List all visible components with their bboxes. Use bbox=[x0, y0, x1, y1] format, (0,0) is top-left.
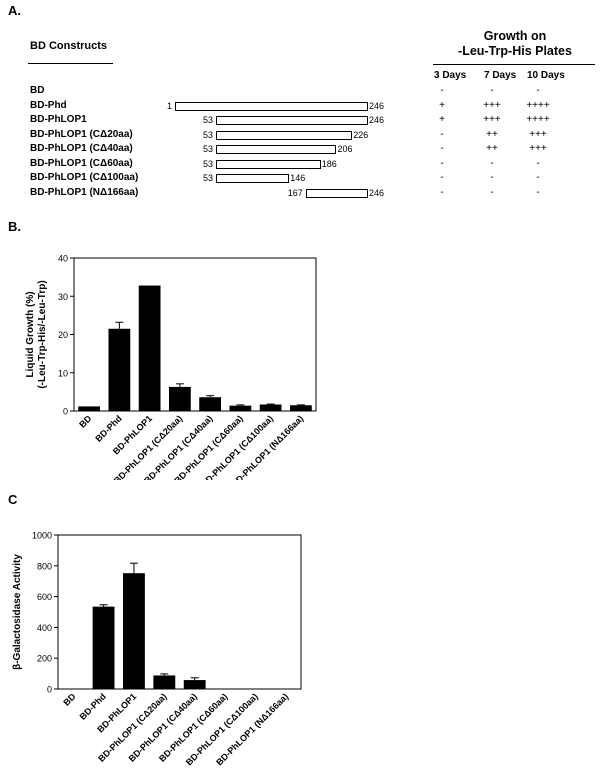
growth-score: + bbox=[439, 114, 445, 125]
bar bbox=[229, 405, 252, 411]
y-axis-label: Liquid Growth (%) bbox=[25, 291, 36, 377]
bar bbox=[153, 675, 176, 689]
construct-start-aa: 1 bbox=[166, 100, 172, 111]
growth-score: ++ bbox=[486, 143, 498, 154]
y-tick-label: 20 bbox=[58, 330, 68, 340]
growth-score: - bbox=[490, 186, 494, 198]
y-tick-label: 30 bbox=[58, 292, 68, 302]
bar bbox=[78, 406, 101, 411]
growth-header-line1: Growth on bbox=[483, 29, 547, 43]
construct-region-bar bbox=[215, 145, 337, 154]
bar bbox=[183, 680, 206, 689]
bar bbox=[92, 606, 115, 689]
growth-score: ++++ bbox=[526, 99, 550, 111]
growth-score: - bbox=[536, 172, 540, 183]
growth-score: + bbox=[439, 99, 445, 111]
liquid-growth-chart: B. 0 10 20 30 40 Liquid Growth (%) (-Leu-Trp-Hi… bbox=[8, 219, 317, 480]
growth-score: +++ bbox=[529, 128, 547, 140]
construct-end-aa: 146 bbox=[290, 173, 306, 183]
growth-score: - bbox=[440, 128, 444, 140]
day-header: 10 Days bbox=[527, 70, 565, 81]
x-category-label: BD-Phd bbox=[93, 413, 123, 443]
plot-frame bbox=[57, 534, 302, 690]
construct-end-aa: 206 bbox=[337, 144, 353, 154]
y-axis-label: β-Galactosidase Activity bbox=[12, 554, 23, 670]
growth-score: +++ bbox=[483, 114, 501, 125]
construct-end-aa: 246 bbox=[369, 115, 385, 125]
growth-score: - bbox=[490, 172, 494, 183]
growth-score: ++ bbox=[486, 128, 498, 140]
construct-end-aa: 246 bbox=[369, 100, 385, 111]
y-tick-label: 200 bbox=[37, 654, 52, 664]
bar bbox=[259, 404, 282, 411]
constructs-header: BD Constructs bbox=[30, 40, 108, 52]
day-header: 7 Days bbox=[484, 70, 517, 81]
construct-region-bar bbox=[305, 188, 368, 198]
construct-region-bar bbox=[215, 174, 290, 183]
construct-name: BD-Phd bbox=[30, 99, 67, 111]
construct-region-bar bbox=[215, 130, 353, 140]
growth-score: - bbox=[536, 186, 540, 198]
bar bbox=[199, 397, 222, 411]
construct-name: BD-PhLOP1 (CΔ100aa) bbox=[30, 172, 139, 183]
x-category-label: BD-Phd bbox=[78, 691, 108, 721]
growth-score: +++ bbox=[483, 99, 501, 111]
construct-end-aa: 226 bbox=[353, 129, 369, 140]
construct-name: BD-PhLOP1 (CΔ60aa) bbox=[30, 157, 133, 169]
growth-score: +++ bbox=[529, 143, 547, 154]
bar bbox=[168, 386, 191, 411]
panel-a-letter: A. bbox=[8, 3, 21, 18]
panel-letter: C bbox=[8, 492, 18, 507]
construct-start-aa: 53 bbox=[202, 144, 213, 154]
y-tick-label: 800 bbox=[37, 561, 52, 571]
growth-score: ++++ bbox=[526, 114, 550, 125]
bar bbox=[138, 285, 161, 411]
growth-score: - bbox=[440, 186, 444, 198]
construct-start-aa: 53 bbox=[202, 173, 213, 183]
y-tick-label: 0 bbox=[47, 685, 52, 695]
y-axis-label-sub: (-Leu-Trp-His/-Leu-Trp) bbox=[37, 280, 48, 388]
y-tick-label: 1000 bbox=[32, 531, 52, 541]
construct-name: BD-PhLOP1 (CΔ40aa) bbox=[30, 143, 133, 154]
growth-score: - bbox=[440, 143, 444, 154]
construct-region-bar bbox=[215, 159, 321, 169]
construct-name: BD-PhLOP1 (CΔ20aa) bbox=[30, 128, 133, 140]
x-category-label: BD bbox=[77, 413, 94, 430]
y-tick-label: 0 bbox=[63, 407, 68, 417]
y-tick-label: 40 bbox=[58, 254, 68, 264]
construct-region-bar bbox=[175, 101, 368, 111]
x-category-label: BD bbox=[61, 691, 78, 708]
panel-letter: B. bbox=[8, 219, 21, 234]
construct-start-aa: 53 bbox=[202, 115, 213, 125]
construct-name: BD-PhLOP1 (NΔ166aa) bbox=[30, 186, 139, 198]
day-header: 3 Days bbox=[434, 70, 467, 81]
growth-header: Growth on -Leu-Trp-His Plates bbox=[430, 29, 600, 59]
growth-score: - bbox=[440, 85, 444, 96]
bar bbox=[123, 573, 145, 689]
growth-score: - bbox=[490, 85, 494, 96]
beta-galactosidase-chart: C 0 200 400 600 800 1000 β-Galactosidase Activi… bbox=[8, 492, 302, 767]
growth-score: - bbox=[490, 157, 494, 169]
growth-score: - bbox=[536, 157, 540, 169]
bar bbox=[289, 405, 312, 411]
growth-score: - bbox=[440, 157, 444, 169]
growth-header-rule bbox=[433, 64, 595, 65]
constructs-header-rule bbox=[28, 63, 113, 64]
construct-start-aa: 53 bbox=[202, 158, 213, 169]
construct-name: BD-PhLOP1 bbox=[30, 114, 87, 125]
construct-end-aa: 186 bbox=[321, 158, 337, 169]
construct-start-aa: 167 bbox=[287, 187, 303, 198]
y-tick-label: 400 bbox=[37, 623, 52, 633]
construct-end-aa: 246 bbox=[369, 187, 385, 198]
y-tick-label: 600 bbox=[37, 592, 52, 602]
growth-header-line2: -Leu-Trp-His Plates bbox=[458, 44, 572, 58]
y-tick-label: 10 bbox=[58, 368, 68, 378]
construct-start-aa: 53 bbox=[202, 129, 213, 140]
growth-score: - bbox=[536, 85, 540, 96]
construct-name: BD bbox=[30, 85, 45, 96]
bar bbox=[108, 328, 131, 411]
construct-region-bar bbox=[215, 116, 368, 125]
growth-score: - bbox=[440, 172, 444, 183]
